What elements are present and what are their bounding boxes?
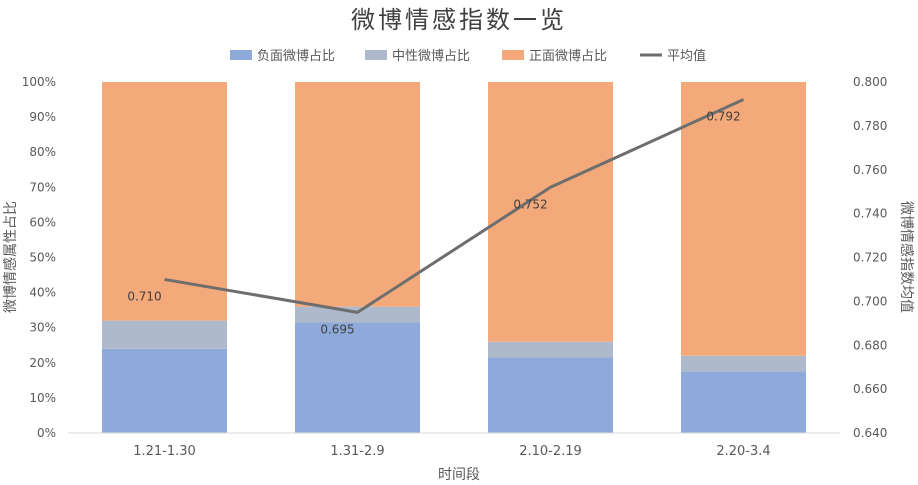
- legend: 负面微博占比 中性微博占比 正面微博占比 平均值: [230, 48, 706, 64]
- legend-label: 中性微博占比: [392, 49, 470, 64]
- right-tick-label: 0.660: [853, 382, 887, 396]
- right-axis-title: 微博情感指数均值: [898, 201, 915, 313]
- bar-segment: [295, 322, 420, 433]
- chart-title: 微博情感指数一览: [351, 6, 567, 34]
- x-axis-title: 时间段: [438, 467, 480, 483]
- right-tick-label: 0.800: [853, 75, 887, 89]
- bar-segment: [681, 355, 806, 372]
- bars: [102, 82, 806, 433]
- line-layer: 0.710 0.695 0.752 0.792: [127, 98, 745, 336]
- right-tick-label: 0.720: [853, 251, 887, 265]
- bar-segment: [681, 371, 806, 433]
- left-tick-label: 100%: [22, 75, 56, 89]
- left-tick-label: 0%: [37, 426, 56, 440]
- bar-segment: [488, 357, 613, 433]
- line-data-label: 0.792: [706, 110, 740, 124]
- left-axis-title: 微博情感属性占比: [2, 201, 19, 313]
- bar-segment: [488, 82, 613, 342]
- average-line: [164, 98, 745, 314]
- left-tick-label: 40%: [29, 286, 56, 300]
- right-tick-label: 0.680: [853, 338, 887, 352]
- left-tick-label: 80%: [29, 145, 56, 159]
- bar-segment: [681, 82, 806, 356]
- right-tick-label: 0.780: [853, 119, 887, 133]
- x-axis: 1.21-1.30 1.31-2.9 2.10-2.19 2.20-3.4: [68, 432, 840, 459]
- right-tick-label: 0.640: [853, 426, 887, 440]
- left-axis: 0% 10% 20% 30% 40% 50% 60% 70% 80% 90% 100%: [22, 75, 56, 440]
- line-data-label: 0.710: [127, 289, 161, 303]
- bar-segment: [102, 320, 227, 349]
- bar-segment: [102, 82, 227, 321]
- x-tick-label: 1.31-2.9: [330, 444, 384, 459]
- right-tick-label: 0.700: [853, 294, 887, 308]
- line-data-label: 0.752: [513, 197, 547, 211]
- left-tick-label: 20%: [29, 356, 56, 370]
- x-tick-label: 2.20-3.4: [716, 444, 770, 459]
- left-tick-label: 90%: [29, 110, 56, 124]
- right-tick-label: 0.760: [853, 163, 887, 177]
- right-tick-label: 0.740: [853, 207, 887, 221]
- legend-swatch: [502, 50, 524, 60]
- bar-segment: [102, 348, 227, 433]
- bar-segment: [295, 82, 420, 307]
- line-data-label: 0.695: [320, 322, 354, 336]
- left-tick-label: 70%: [29, 180, 56, 194]
- bar-segment: [295, 306, 420, 323]
- left-tick-label: 30%: [29, 321, 56, 335]
- legend-label: 正面微博占比: [529, 49, 607, 64]
- left-tick-label: 50%: [29, 251, 56, 265]
- x-tick-label: 2.10-2.19: [519, 444, 582, 459]
- legend-label: 平均值: [667, 48, 706, 64]
- legend-swatch: [230, 50, 252, 60]
- left-tick-label: 60%: [29, 215, 56, 229]
- x-tick-label: 1.21-1.30: [133, 444, 196, 459]
- left-tick-label: 10%: [29, 391, 56, 405]
- bar-segment: [488, 341, 613, 358]
- legend-label: 负面微博占比: [257, 49, 335, 64]
- legend-swatch: [365, 50, 387, 60]
- right-axis: 0.640 0.660 0.680 0.700 0.720 0.740 0.760 0.780…: [853, 75, 887, 440]
